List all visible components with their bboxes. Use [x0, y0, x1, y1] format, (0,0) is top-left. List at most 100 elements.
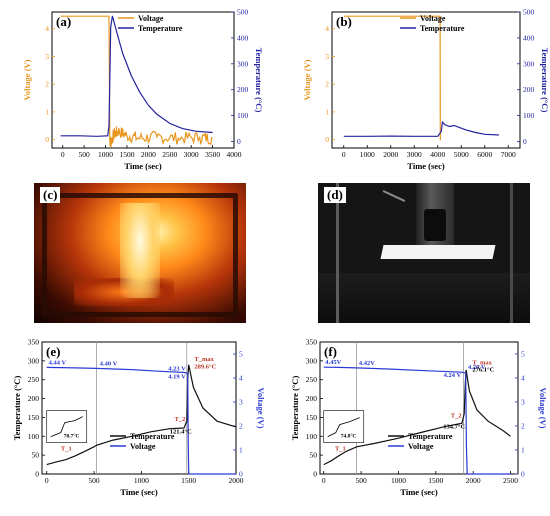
panel-label-e: (e) — [46, 344, 60, 359]
annot-t2-value: 121.4°C — [170, 428, 192, 435]
y-right-tick-label: 2 — [239, 422, 243, 431]
y-right-tick-label: 0 — [521, 470, 525, 479]
y-left-axis-label: Temperature (°C) — [12, 376, 22, 441]
y-right-tick-label: 200 — [523, 85, 535, 94]
y-left-axis-label: Voltage (V) — [302, 59, 312, 100]
legend-entry: Voltage — [420, 14, 446, 23]
y-right-tick-label: 400 — [523, 33, 535, 42]
y-left-tick-label: 250 — [28, 375, 40, 384]
y-right-tick-label: 5 — [521, 350, 525, 359]
y-right-axis-label: Voltage (V) — [256, 388, 266, 429]
x-tick-label: 1000 — [134, 476, 149, 485]
series-line-voltage — [60, 15, 213, 148]
rig-bar-right — [510, 183, 513, 323]
x-axis-label: Time (sec) — [400, 487, 438, 497]
annot-voltage-tmax: 4.20 V — [468, 364, 486, 371]
x-tick-label: 1000 — [98, 150, 113, 159]
window-frame — [42, 193, 238, 317]
annot-t1: T_1 — [335, 446, 346, 453]
annot-tmax: T_max — [194, 356, 214, 363]
y-right-tick-label: 200 — [237, 85, 249, 94]
x-tick-label: 2500 — [503, 476, 518, 485]
y-left-tick-label: 350 — [28, 338, 40, 347]
annot-voltage-stage: 4.42V — [359, 360, 375, 367]
x-tick-label: 0 — [322, 476, 326, 485]
inset-annot: 78.7°C — [64, 433, 80, 440]
x-tick-label: 0 — [342, 150, 346, 159]
x-tick-label: 0 — [61, 150, 65, 159]
y-right-tick-label: 1 — [239, 446, 243, 455]
x-tick-label: 1500 — [119, 150, 134, 159]
x-tick-label: 2500 — [162, 150, 177, 159]
plot-frame — [51, 11, 235, 149]
y-right-tick-label: 5 — [239, 350, 243, 359]
inset-annot: 74.8°C — [341, 433, 357, 440]
panel-label-f: (f) — [324, 344, 337, 359]
photo-c-label: (c) — [40, 187, 61, 203]
y-left-axis-label: Temperature (°C) — [290, 376, 300, 441]
y-left-tick-label: 4 — [45, 24, 49, 33]
x-axis-label: Time (sec) — [124, 161, 162, 171]
series-line-voltage — [323, 366, 511, 475]
annot-tmax: T_max — [472, 360, 492, 367]
y-right-tick-label: 500 — [523, 8, 535, 17]
flame-core — [120, 203, 160, 298]
y-right-axis-label: Temperature (°C) — [540, 48, 550, 113]
y-right-tick-label: 0 — [239, 470, 243, 479]
legend-entry: Temperature — [408, 432, 453, 441]
annot-voltage-stage: 4.40 V — [100, 360, 118, 367]
annot-voltage-t2: 4.24 V — [444, 372, 462, 379]
y-left-tick-label: 100 — [306, 432, 318, 441]
rig-wire — [382, 190, 406, 202]
y-left-tick-label: 2 — [45, 80, 49, 89]
annot-tmax-value: 289.6°C — [194, 363, 216, 370]
annot-tmax-value: 276.1°C — [472, 366, 494, 373]
x-tick-label: 1500 — [181, 476, 196, 485]
series-line-temperature — [60, 15, 213, 137]
x-tick-label: 4000 — [430, 150, 445, 159]
annot-t1: T_1 — [61, 446, 72, 453]
x-tick-label: 7000 — [501, 150, 516, 159]
panel-label-b: (b) — [336, 14, 352, 29]
annot-voltage-start: 4.44 V — [49, 359, 67, 366]
legend-entry: Voltage — [138, 14, 164, 23]
inset-frame — [323, 410, 365, 443]
panel-label-a: (a) — [56, 14, 71, 29]
x-axis-label: Time (sec) — [407, 161, 445, 171]
y-left-tick-label: 3 — [325, 52, 329, 61]
inset-curve — [50, 416, 83, 438]
rig-head — [424, 209, 446, 241]
x-tick-label: 0 — [45, 476, 49, 485]
y-left-tick-label: 2 — [325, 80, 329, 89]
series-line-voltage — [46, 366, 236, 475]
x-tick-label: 5000 — [454, 150, 469, 159]
y-left-tick-label: 300 — [306, 356, 318, 365]
x-tick-label: 3000 — [184, 150, 199, 159]
x-tick-label: 500 — [355, 476, 367, 485]
y-right-axis-label: Voltage (V) — [538, 388, 548, 429]
y-left-tick-label: 200 — [306, 394, 318, 403]
annot-voltage-t2a: 4.23 V — [168, 365, 186, 372]
x-tick-label: 2000 — [141, 150, 156, 159]
legend-entry: Voltage — [130, 442, 156, 451]
y-left-tick-label: 0 — [35, 470, 39, 479]
y-left-axis-label: Voltage (V) — [22, 59, 32, 100]
y-right-tick-label: 4 — [521, 374, 525, 383]
y-right-tick-label: 0 — [523, 137, 527, 146]
y-right-tick-label: 4 — [239, 374, 243, 383]
y-left-tick-label: 4 — [325, 24, 329, 33]
y-left-tick-label: 50 — [310, 451, 318, 460]
y-right-tick-label: 300 — [237, 59, 249, 68]
annot-t2: T_2 — [451, 412, 462, 419]
photo-d-test-rig: (d) — [318, 183, 530, 323]
x-tick-label: 2000 — [229, 476, 244, 485]
x-tick-label: 4000 — [227, 150, 242, 159]
annot-voltage-start: 4.45V — [325, 359, 341, 366]
y-left-tick-label: 150 — [28, 413, 40, 422]
y-left-tick-label: 200 — [28, 394, 40, 403]
y-right-axis-label: Temperature (°C) — [254, 48, 264, 113]
x-tick-label: 3500 — [205, 150, 220, 159]
annot-t2-value: 134.7°C — [443, 424, 465, 431]
